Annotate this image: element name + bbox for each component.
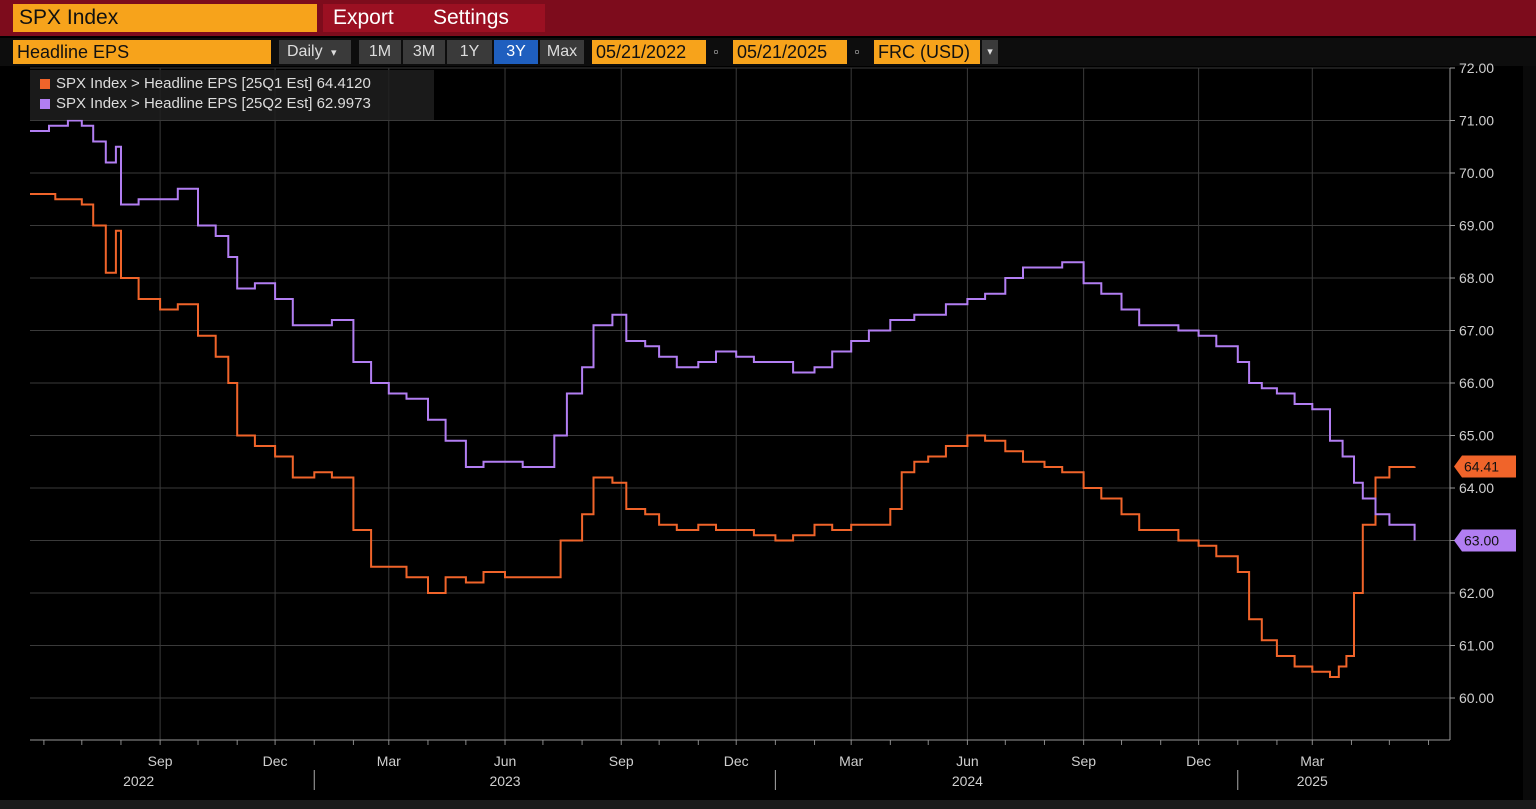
x-tick-label: Jun xyxy=(494,753,517,769)
x-tick-label: Mar xyxy=(1300,753,1324,769)
field-input[interactable]: Headline EPS xyxy=(13,40,271,64)
year-label: 2022 xyxy=(123,773,154,789)
y-tick-label: 64.00 xyxy=(1459,480,1494,496)
x-tick-label: Dec xyxy=(263,753,288,769)
chart-labels: 60.00 61.00 62.00 63.00 64.00 65.00 66.00 67.00… xyxy=(123,60,1516,789)
range-max-button[interactable]: Max xyxy=(540,40,584,64)
chart-axes xyxy=(30,67,1455,790)
calendar-icon[interactable]: ▫ xyxy=(854,44,860,59)
frequency-dropdown[interactable]: Daily ▾ xyxy=(279,40,351,64)
chevron-down-icon: ▾ xyxy=(331,47,337,59)
last-value-flag xyxy=(1454,529,1516,552)
y-tick-label: 70.00 xyxy=(1459,165,1494,181)
legend-entry-25q2[interactable]: SPX Index > Headline EPS [25Q2 Est] 62.9… xyxy=(40,94,371,114)
settings-menu[interactable]: Settings xyxy=(423,4,545,32)
chevron-down-icon[interactable]: ▾ xyxy=(982,40,998,64)
legend-swatch xyxy=(40,99,50,110)
x-tick-label: Dec xyxy=(724,753,749,769)
series-line-25q1 xyxy=(30,193,1416,678)
ticker-input[interactable]: SPX Index xyxy=(13,4,317,32)
y-tick-label: 67.00 xyxy=(1459,323,1494,339)
chart-series xyxy=(30,119,1416,678)
y-tick-label: 66.00 xyxy=(1459,375,1494,391)
chart-toolbar: Headline EPS Daily ▾ 1M 3M 1Y 3Y Max 05/… xyxy=(0,38,1536,66)
y-tick-label: 68.00 xyxy=(1459,270,1494,286)
year-label: 2025 xyxy=(1297,773,1328,789)
range-3y-button[interactable]: 3Y xyxy=(494,40,538,64)
x-tick-label: Dec xyxy=(1186,753,1211,769)
x-tick-label: Sep xyxy=(1071,753,1096,769)
range-3m-button[interactable]: 3M xyxy=(403,40,445,64)
start-date-input[interactable]: 05/21/2022 xyxy=(592,40,706,64)
last-value-label: 64.41 xyxy=(1454,455,1516,478)
status-strip xyxy=(0,800,1536,809)
last-value-label: 63.00 xyxy=(1454,529,1516,552)
y-tick-label: 61.00 xyxy=(1459,638,1494,654)
legend-label: SPX Index > Headline EPS [25Q1 Est] 64.4… xyxy=(56,75,371,92)
legend-entry-25q1[interactable]: SPX Index > Headline EPS [25Q1 Est] 64.4… xyxy=(40,74,371,94)
series-line-25q2 xyxy=(30,119,1416,541)
y-tick-label: 71.00 xyxy=(1459,113,1494,129)
last-value-flag xyxy=(1454,455,1516,478)
currency-input[interactable]: FRC (USD) xyxy=(874,40,980,64)
chart-grid xyxy=(30,67,1450,740)
range-1y-button[interactable]: 1Y xyxy=(447,40,492,64)
legend-label: SPX Index > Headline EPS [25Q2 Est] 62.9… xyxy=(56,95,371,112)
x-tick-label: Sep xyxy=(148,753,173,769)
side-panel-edge xyxy=(1523,66,1536,801)
last-value-text: 63.00 xyxy=(1464,533,1499,549)
year-label: 2023 xyxy=(489,773,520,789)
calendar-icon[interactable]: ▫ xyxy=(713,44,719,59)
chart-legend: SPX Index > Headline EPS [25Q1 Est] 64.4… xyxy=(30,70,434,120)
last-value-text: 64.41 xyxy=(1464,458,1499,474)
y-tick-label: 69.00 xyxy=(1459,218,1494,234)
x-tick-label: Mar xyxy=(377,753,401,769)
end-date-input[interactable]: 05/21/2025 xyxy=(733,40,847,64)
y-tick-label: 72.00 xyxy=(1459,60,1494,76)
x-tick-label: Sep xyxy=(609,753,634,769)
range-1m-button[interactable]: 1M xyxy=(359,40,401,64)
frequency-label: Daily xyxy=(287,43,323,60)
y-tick-label: 65.00 xyxy=(1459,428,1494,444)
x-tick-label: Jun xyxy=(956,753,979,769)
y-tick-label: 60.00 xyxy=(1459,690,1494,706)
export-menu[interactable]: Export xyxy=(323,4,439,32)
title-bar: SPX Index Export Settings xyxy=(0,0,1536,36)
y-tick-label: 62.00 xyxy=(1459,585,1494,601)
legend-swatch xyxy=(40,79,50,90)
x-tick-label: Mar xyxy=(839,753,863,769)
year-label: 2024 xyxy=(952,773,983,789)
